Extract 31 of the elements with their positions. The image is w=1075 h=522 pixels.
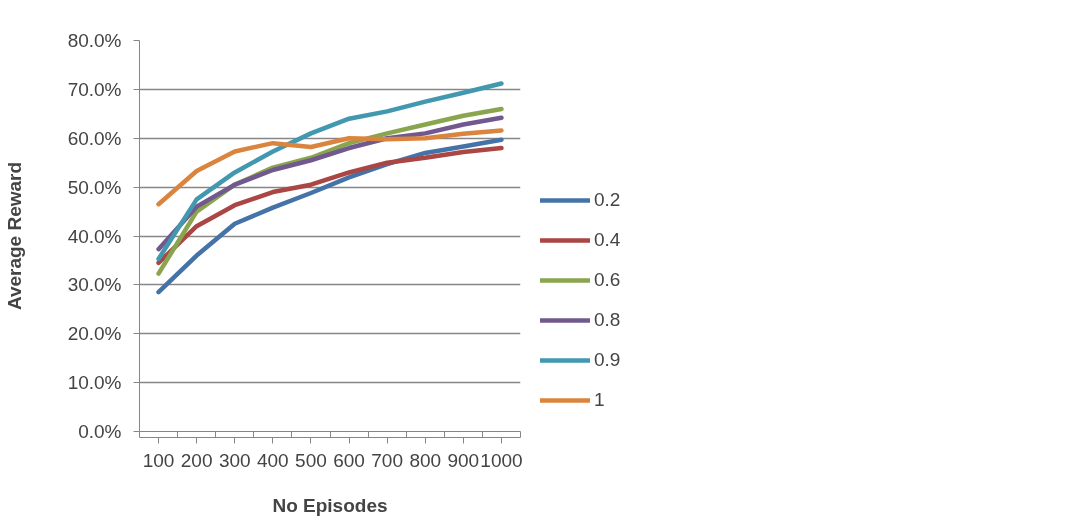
y-tick-label: 0.0% bbox=[78, 421, 122, 442]
x-tick-label: 500 bbox=[295, 449, 327, 471]
legend-label: 0.6 bbox=[594, 269, 621, 291]
y-tick-label: 20.0% bbox=[67, 323, 122, 345]
legend-label: 0.8 bbox=[594, 309, 621, 331]
legend-label: 0.4 bbox=[594, 229, 621, 251]
x-tick-label: 800 bbox=[409, 449, 442, 471]
x-tick-label: 1000 bbox=[480, 449, 523, 471]
x-tick-label: 600 bbox=[333, 449, 365, 471]
y-tick-label: 80.0% bbox=[67, 30, 122, 51]
x-tick-label: 200 bbox=[180, 449, 213, 471]
x-tick-label: 400 bbox=[257, 449, 289, 471]
x-tick-label: 300 bbox=[218, 449, 251, 471]
x-tick-label: 100 bbox=[142, 449, 175, 471]
y-tick-label: 10.0% bbox=[67, 372, 122, 394]
legend-label: 0.2 bbox=[594, 189, 621, 211]
line-series bbox=[156, 145, 504, 266]
y-tick-label: 40.0% bbox=[67, 225, 122, 247]
x-tick-label: 900 bbox=[447, 449, 480, 471]
line-series bbox=[156, 137, 504, 295]
x-tick-label: 700 bbox=[371, 449, 403, 471]
line-series bbox=[156, 81, 504, 262]
y-tick-label: 30.0% bbox=[67, 274, 122, 296]
y-tick-label: 50.0% bbox=[67, 176, 122, 198]
y-tick-label: 60.0% bbox=[67, 127, 122, 149]
y-tick-label: 70.0% bbox=[67, 78, 122, 100]
legend-label: 1 bbox=[594, 389, 606, 411]
x-axis-title: No Episodes bbox=[272, 494, 388, 516]
legend-label: 0.9 bbox=[594, 349, 621, 371]
line-series bbox=[156, 128, 504, 207]
y-axis-title: Average Reward bbox=[3, 161, 25, 311]
